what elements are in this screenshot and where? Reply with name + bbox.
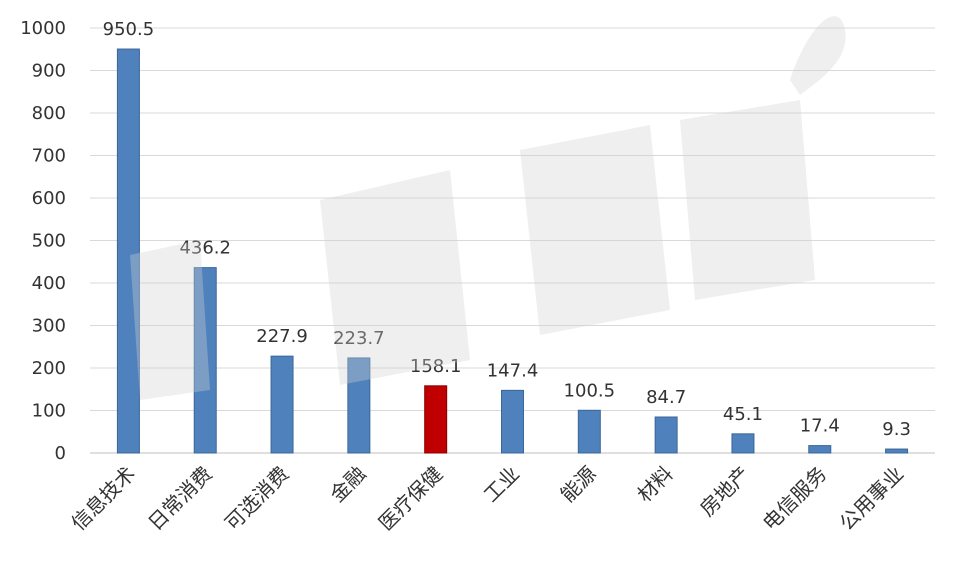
category-label: 可选消费: [220, 462, 294, 536]
data-label: 45.1: [723, 404, 763, 425]
y-tick-label: 800: [32, 103, 66, 124]
data-label: 147.4: [487, 360, 539, 381]
data-label: 158.1: [410, 356, 462, 377]
data-label: 17.4: [800, 416, 840, 437]
data-label: 9.3: [882, 419, 911, 440]
grid-lines: [90, 27, 935, 454]
y-tick-label: 700: [32, 146, 66, 167]
category-label: 医疗保健: [374, 462, 448, 536]
category-label: 工业: [479, 462, 524, 507]
y-tick-label: 100: [32, 401, 66, 422]
data-label: 950.5: [103, 19, 155, 40]
watermark-glyph-1: [130, 240, 210, 400]
bar-8: [654, 416, 678, 454]
bar-3: [270, 355, 294, 454]
y-tick-label: 500: [32, 231, 66, 252]
data-label: 227.9: [256, 326, 308, 347]
category-label: 日常消费: [143, 462, 217, 536]
bar-9: [731, 433, 755, 454]
x-axis-category-labels: 信息技术 日常消费 可选消费 金融 医疗保健 工业 能源 材料 房地产 电信服务 公用事业: [66, 462, 908, 536]
bars: [116, 48, 909, 454]
bar-2: [193, 267, 217, 454]
y-tick-label: 400: [32, 273, 66, 294]
category-label: 信息技术: [66, 462, 140, 536]
bar-6: [501, 389, 524, 454]
category-label: 电信服务: [758, 462, 832, 536]
watermark-glyph-4: [680, 100, 815, 300]
category-label: 金融: [325, 462, 370, 507]
bar-7: [577, 409, 601, 454]
watermark-glyph-3: [520, 125, 670, 335]
category-label: 公用事业: [835, 462, 909, 536]
data-label: 223.7: [333, 328, 385, 349]
bar-11: [885, 448, 909, 454]
watermark-tail: [790, 16, 846, 95]
y-tick-label: 200: [32, 358, 66, 379]
data-label: 436.2: [179, 238, 231, 259]
watermark-glyph-2: [320, 170, 470, 385]
category-label: 能源: [556, 462, 601, 507]
y-axis-tick-labels: 0 100 200 300 400 500 600 700 800 900 1000: [20, 18, 66, 464]
data-label: 100.5: [564, 380, 616, 401]
data-labels: 950.5 436.2 227.9 223.7 158.1 147.4 100.5 84.7 4…: [103, 19, 911, 440]
data-label: 84.7: [646, 387, 686, 408]
category-label: 房地产: [695, 462, 754, 521]
bar-4: [347, 357, 371, 454]
y-tick-label: 600: [32, 188, 66, 209]
y-tick-label: 1000: [20, 18, 66, 39]
y-tick-label: 300: [32, 316, 66, 337]
bar-1: [116, 48, 140, 454]
watermark-logo: [130, 16, 846, 400]
bar-10: [808, 445, 832, 454]
y-tick-label: 0: [55, 443, 66, 464]
y-tick-label: 900: [32, 61, 66, 82]
category-label: 材料: [632, 462, 677, 507]
bar-5: [424, 385, 448, 454]
